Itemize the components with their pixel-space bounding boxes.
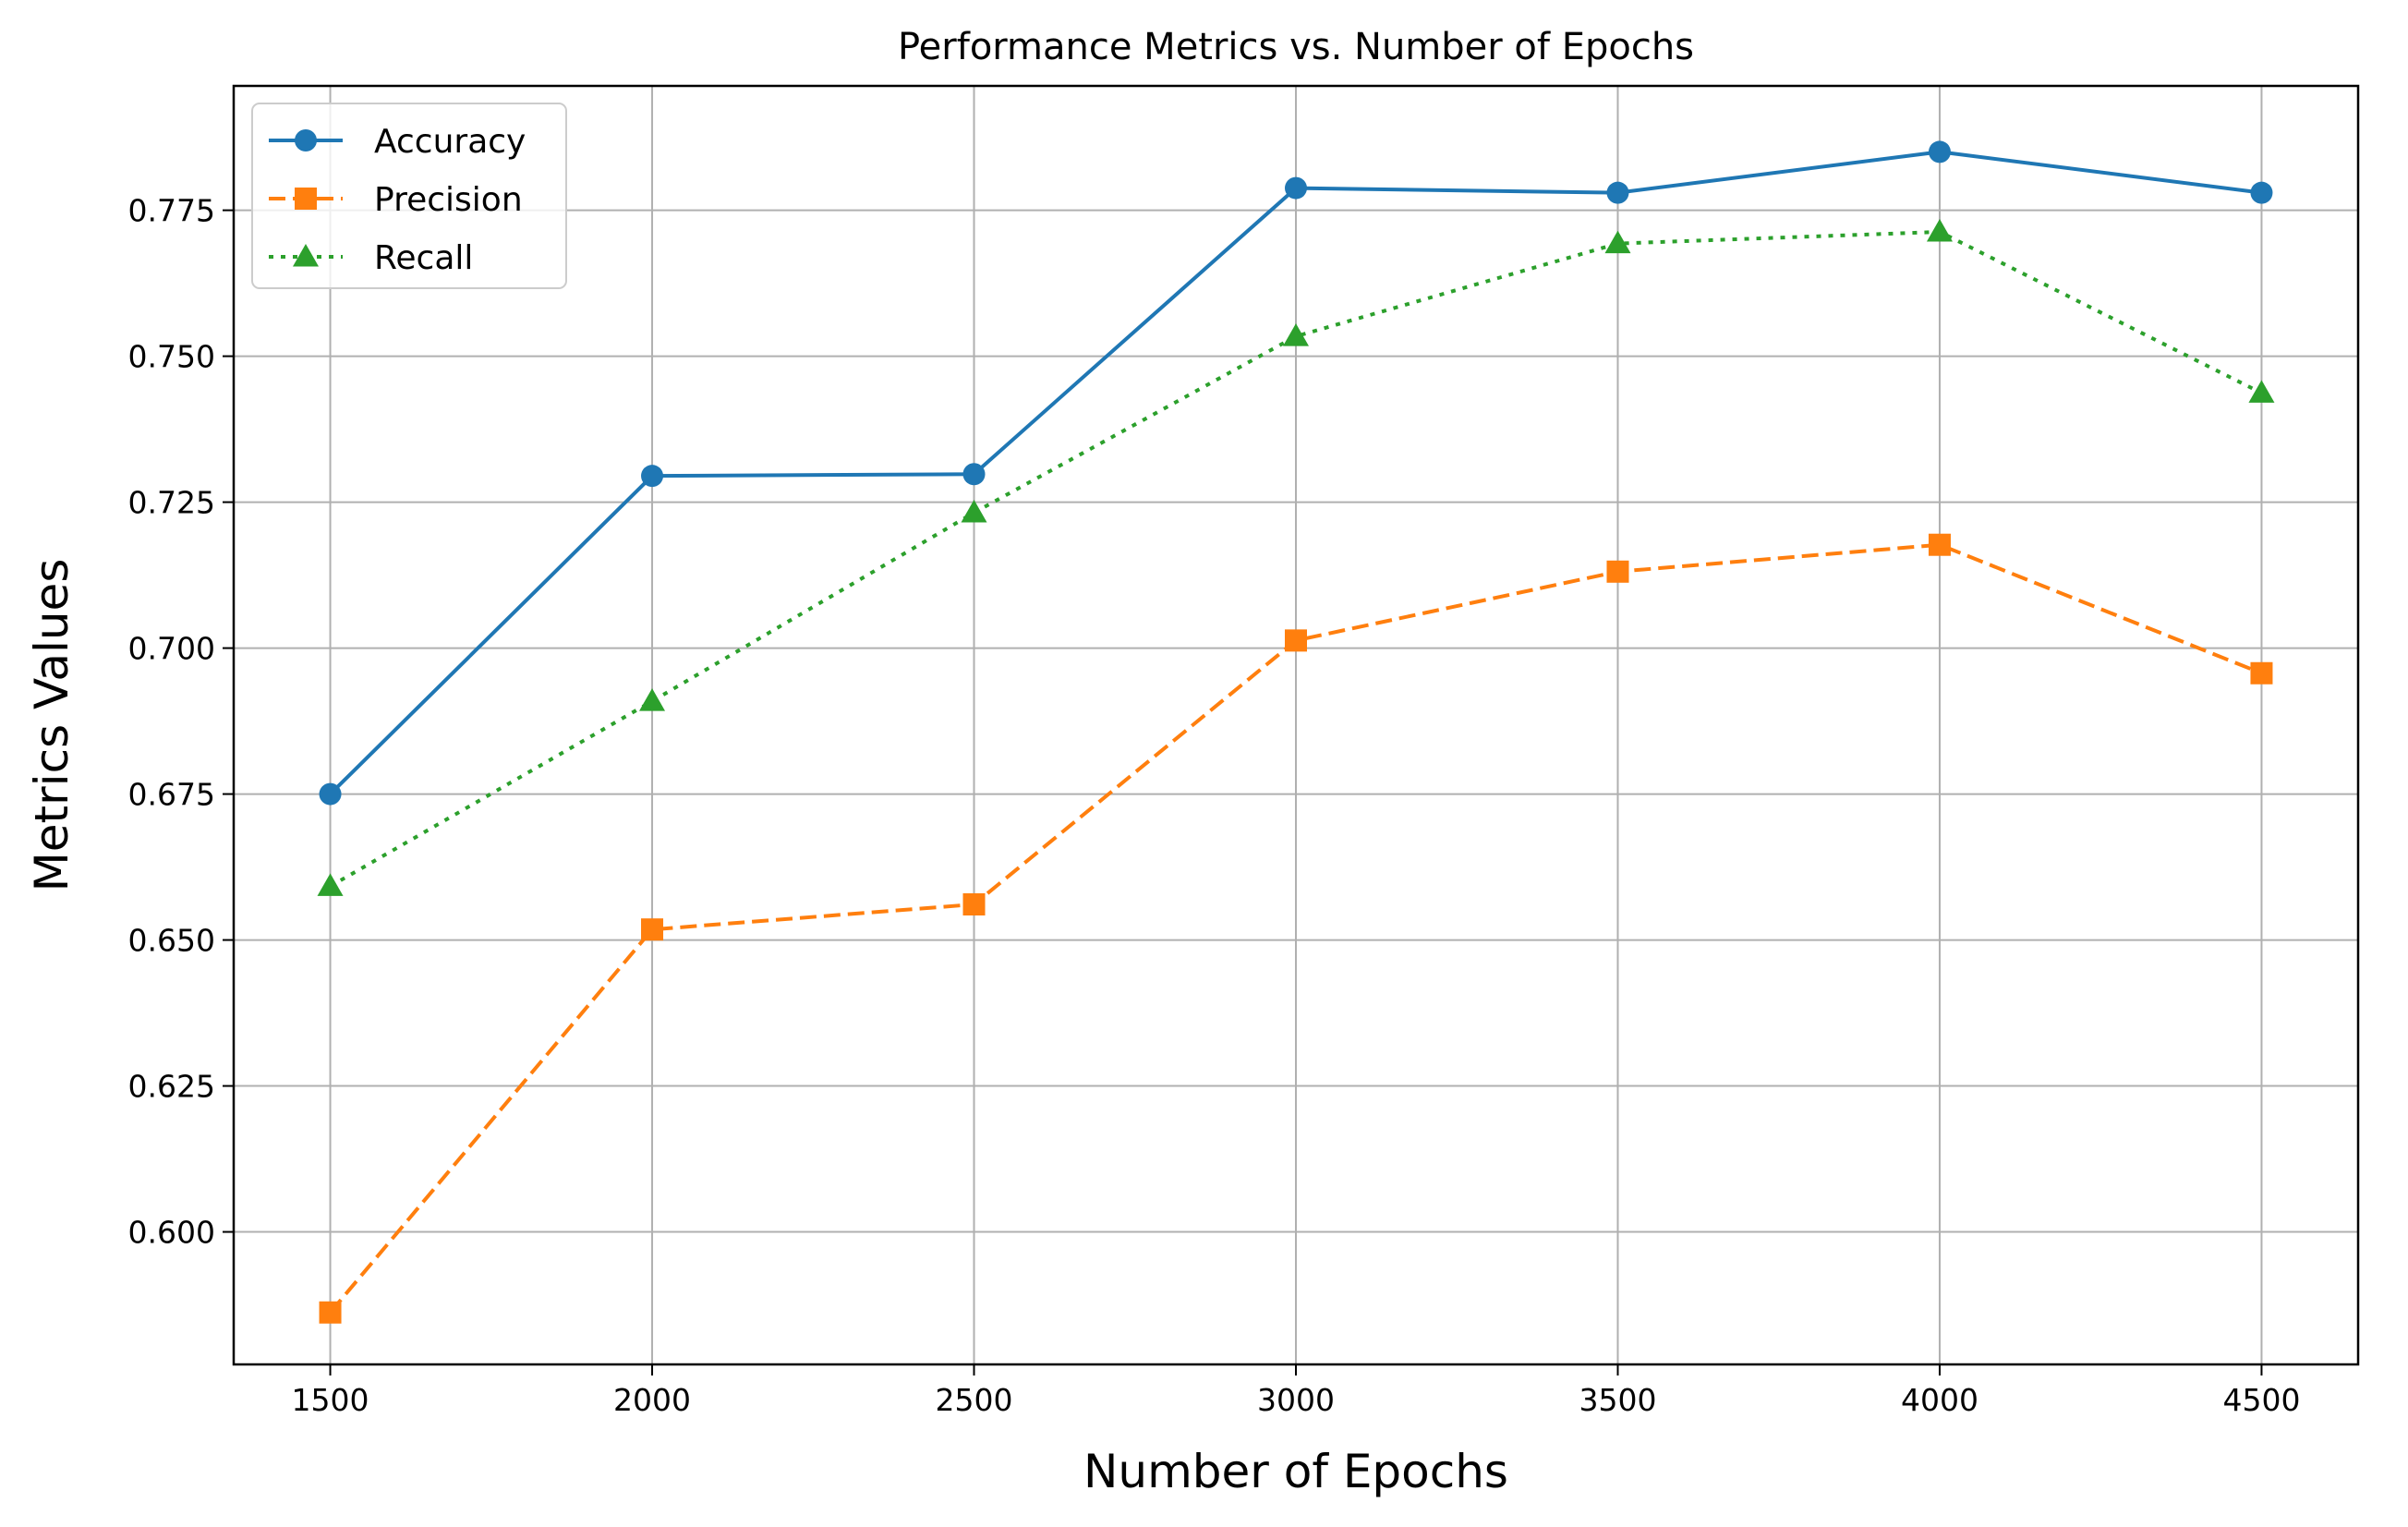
data-point-recall bbox=[639, 688, 666, 711]
legend-swatch-marker bbox=[295, 129, 317, 151]
data-point-precision bbox=[319, 1301, 342, 1324]
y-tick-label: 0.775 bbox=[128, 193, 215, 229]
x-axis-title: Number of Epochs bbox=[1083, 1445, 1508, 1498]
x-tick-label: 3500 bbox=[1579, 1382, 1656, 1418]
x-tick-label: 4500 bbox=[2222, 1382, 2300, 1418]
data-point-accuracy bbox=[1606, 181, 1629, 204]
legend-item-accuracy: Accuracy bbox=[269, 123, 526, 161]
data-point-recall bbox=[1283, 323, 1309, 346]
data-point-accuracy bbox=[2250, 181, 2273, 204]
series-accuracy bbox=[319, 140, 2273, 806]
series-precision bbox=[319, 533, 2273, 1324]
series-recall bbox=[317, 218, 2275, 896]
x-tick-label: 2500 bbox=[936, 1382, 1013, 1418]
legend-box bbox=[251, 103, 567, 289]
legend-label: Precision bbox=[374, 181, 523, 219]
legend-label: Recall bbox=[374, 239, 473, 277]
data-point-accuracy bbox=[1285, 176, 1307, 200]
data-point-accuracy bbox=[962, 463, 986, 486]
data-point-accuracy bbox=[319, 782, 342, 806]
grid-layer bbox=[234, 86, 2358, 1364]
series-layer bbox=[317, 140, 2275, 1324]
x-tick-label: 1500 bbox=[292, 1382, 369, 1418]
data-point-precision bbox=[1606, 560, 1629, 583]
y-tick-label: 0.700 bbox=[128, 631, 215, 667]
x-tick-label: 2000 bbox=[613, 1382, 691, 1418]
y-tick-label: 0.600 bbox=[128, 1215, 215, 1251]
data-point-recall bbox=[1926, 218, 1953, 242]
data-point-precision bbox=[1285, 629, 1307, 652]
x-tick-label: 3000 bbox=[1257, 1382, 1335, 1418]
data-point-accuracy bbox=[641, 465, 664, 488]
legend-item-recall: Recall bbox=[269, 239, 473, 277]
y-tick-label: 0.625 bbox=[128, 1069, 215, 1105]
data-point-recall bbox=[2248, 380, 2275, 403]
data-point-recall bbox=[317, 873, 344, 896]
y-tick-label: 0.725 bbox=[128, 485, 215, 521]
data-point-recall bbox=[1604, 230, 1631, 254]
x-tick-label: 4000 bbox=[1901, 1382, 1978, 1418]
chart-title: Performance Metrics vs. Number of Epochs bbox=[898, 26, 1694, 68]
data-point-accuracy bbox=[1928, 140, 1951, 164]
legend-label: Accuracy bbox=[374, 123, 526, 161]
y-tick-label: 0.650 bbox=[128, 923, 215, 959]
y-tick-label: 0.675 bbox=[128, 777, 215, 813]
legend: Accuracy Precision Recall bbox=[251, 103, 567, 289]
legend-swatch-marker bbox=[295, 188, 317, 210]
data-point-precision bbox=[962, 893, 986, 916]
tick-layer: 1500 2000 2500 3000 3500 4000 4500 0.600 0.625 0.… bbox=[128, 193, 2301, 1418]
legend-items: Accuracy Precision Recall bbox=[269, 123, 526, 277]
data-point-precision bbox=[2250, 661, 2273, 685]
legend-item-precision: Precision bbox=[269, 181, 523, 219]
data-point-recall bbox=[961, 499, 987, 523]
y-tick-label: 0.750 bbox=[128, 339, 215, 375]
y-axis-title: Metrics Values bbox=[25, 559, 79, 892]
legend-swatch-marker bbox=[293, 244, 319, 267]
data-point-precision bbox=[641, 918, 664, 941]
data-point-precision bbox=[1928, 533, 1951, 556]
